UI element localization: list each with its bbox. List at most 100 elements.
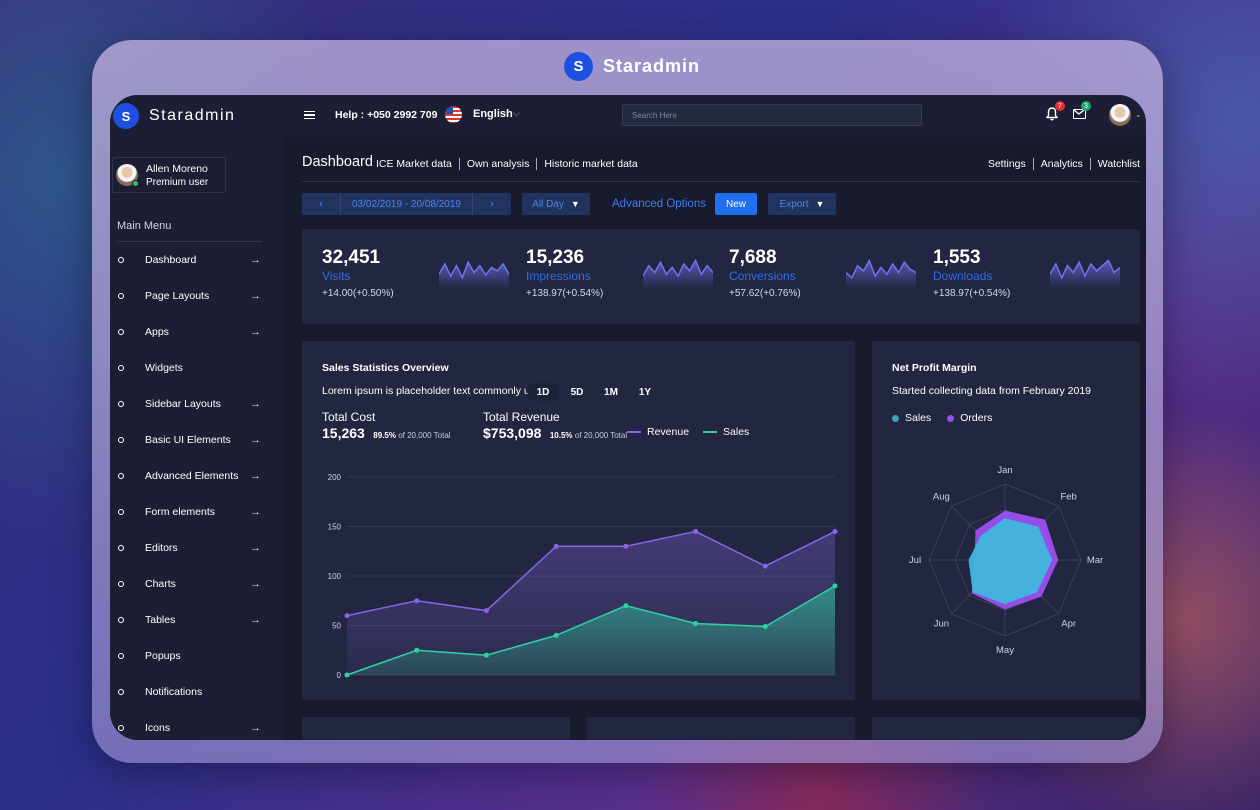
legend-sales-dot <box>892 414 899 422</box>
point-sales <box>693 621 699 627</box>
period-label: All Day <box>532 198 564 210</box>
user-card[interactable]: Allen Moreno Premium user <box>112 157 226 193</box>
menu-title: Main Menu <box>117 220 172 232</box>
sidebar-item-form-elements[interactable]: Form elements → <box>110 494 283 530</box>
sidebar-item-tables[interactable]: Tables → <box>110 602 283 638</box>
sidebar-item-icons[interactable]: Icons → <box>110 710 283 740</box>
sidebar-item-label: Tables <box>145 614 176 626</box>
header-divider <box>302 181 1140 182</box>
stat-delta: +138.97(+0.54%) <box>526 288 604 299</box>
mail-icon[interactable] <box>1073 109 1086 119</box>
date-range-picker: ‹ 03/02/2019 - 20/08/2019 › <box>302 193 511 215</box>
circle-icon <box>118 473 124 479</box>
bell-icon[interactable] <box>1046 107 1058 121</box>
language-selector[interactable]: English <box>473 108 513 120</box>
line-revenue <box>346 530 836 617</box>
sidebar-item-label: Dashboard <box>145 254 197 266</box>
sidebar: S Staradmin Allen Moreno Premium user Ma… <box>110 95 283 740</box>
legend-revenue-swatch <box>627 431 641 433</box>
arrow-right-icon: → <box>250 326 261 338</box>
stat-delta: +138.97(+0.54%) <box>933 288 1011 299</box>
arrow-right-icon: → <box>250 398 261 410</box>
sidebar-item-label: Widgets <box>145 362 183 374</box>
radar-axis-label: Aug <box>933 491 950 502</box>
sidebar-item-sidebar-layouts[interactable]: Sidebar Layouts → <box>110 386 283 422</box>
point-revenue <box>553 543 559 549</box>
stat-impressions: 15,236 Impressions +138.97(+0.54%) <box>526 247 726 301</box>
radar-series-sales <box>968 518 1053 605</box>
link-historic-market-data[interactable]: Historic market data <box>536 158 644 170</box>
link-ice-market-data[interactable]: ICE Market data <box>376 158 452 170</box>
radar-axis-label: Feb <box>1060 491 1076 502</box>
stat-downloads: 1,553 Downloads +138.97(+0.54%) <box>933 247 1133 301</box>
point-revenue <box>762 563 768 569</box>
net-profit-card: Net Profit Margin Started collecting dat… <box>872 341 1140 700</box>
bottom-card-1 <box>302 717 570 740</box>
range-tab-1d[interactable]: 1D <box>528 383 558 401</box>
profit-card-title: Net Profit Margin <box>892 362 977 374</box>
user-avatar <box>116 164 139 187</box>
sidebar-item-basic-ui-elements[interactable]: Basic UI Elements → <box>110 422 283 458</box>
header-sub-links: ICE Market data Own analysis Historic ma… <box>376 158 645 170</box>
chevron-down-icon[interactable]: ⌵ <box>513 108 520 118</box>
next-date-button[interactable]: › <box>490 198 494 210</box>
us-flag-icon[interactable] <box>445 106 462 123</box>
hamburger-menu-icon[interactable] <box>304 111 315 119</box>
chevron-down-icon: ▼ <box>815 199 825 209</box>
help-phone: Help : +050 2992 709 <box>335 109 438 121</box>
user-name: Allen Moreno <box>146 162 208 175</box>
area-sales <box>347 585 835 675</box>
circle-icon <box>118 401 124 407</box>
sparkline-impressions <box>643 258 713 287</box>
sparkline-area <box>846 260 916 287</box>
range-tab-1y[interactable]: 1Y <box>638 386 652 398</box>
period-dropdown[interactable]: All Day ▼ <box>522 193 590 215</box>
sidebar-item-notifications[interactable]: Notifications <box>110 674 283 710</box>
new-button[interactable]: New <box>715 193 757 215</box>
circle-icon <box>118 293 124 299</box>
sidebar-item-advanced-elements[interactable]: Advanced Elements → <box>110 458 283 494</box>
date-range-value[interactable]: 03/02/2019 - 20/08/2019 <box>340 193 473 215</box>
sidebar-item-label: Form elements <box>145 506 216 518</box>
profile-chevron-down-icon[interactable]: ⌄ <box>1135 110 1142 119</box>
link-watchlist[interactable]: Watchlist <box>1089 158 1140 170</box>
sidebar-item-popups[interactable]: Popups <box>110 638 283 674</box>
sidebar-item-label: Advanced Elements <box>145 470 239 482</box>
profile-avatar[interactable] <box>1109 104 1131 126</box>
arrow-right-icon: → <box>250 578 261 590</box>
point-revenue <box>483 608 489 614</box>
range-tab-1m[interactable]: 1M <box>604 386 618 398</box>
sidebar-item-charts[interactable]: Charts → <box>110 566 283 602</box>
topbar: Help : +050 2992 709 English ⌵ 7 3 ⌄ <box>283 95 1146 137</box>
radar-legend: Sales Orders <box>892 412 992 424</box>
link-analytics[interactable]: Analytics <box>1032 158 1090 170</box>
export-dropdown[interactable]: Export ▼ <box>768 193 836 215</box>
sidebar-item-apps[interactable]: Apps → <box>110 314 283 350</box>
sidebar-item-editors[interactable]: Editors → <box>110 530 283 566</box>
sidebar-item-widgets[interactable]: Widgets <box>110 350 283 386</box>
advanced-options-link[interactable]: Advanced Options <box>612 198 706 210</box>
search-input[interactable] <box>622 104 922 126</box>
y-tick-label: 100 <box>328 572 342 581</box>
link-own-analysis[interactable]: Own analysis <box>458 158 536 170</box>
line-sales <box>346 585 836 676</box>
bottom-card-3 <box>872 717 1140 740</box>
radar-chart: Jan Feb Mar Apr May Jun Jul Aug <box>909 465 1103 656</box>
link-settings[interactable]: Settings <box>987 158 1026 170</box>
sidebar-item-label: Page Layouts <box>145 290 210 302</box>
point-revenue <box>414 598 420 604</box>
sidebar-item-page-layouts[interactable]: Page Layouts → <box>110 278 283 314</box>
y-tick-label: 50 <box>332 622 341 631</box>
sidebar-brand[interactable]: S Staradmin <box>113 103 235 129</box>
stat-delta: +57.62(+0.76%) <box>729 288 801 299</box>
circle-icon <box>118 257 124 263</box>
legend-orders-label: Orders <box>960 412 993 424</box>
circle-icon <box>118 653 124 659</box>
circle-icon <box>118 437 124 443</box>
range-tab-5d[interactable]: 5D <box>570 386 584 398</box>
sidebar-item-label: Apps <box>145 326 169 338</box>
sidebar-item-dashboard[interactable]: Dashboard → <box>110 242 283 278</box>
prev-date-button[interactable]: ‹ <box>319 198 323 210</box>
y-tick-label: 200 <box>328 473 342 482</box>
chevron-down-icon: ▼ <box>570 199 580 209</box>
